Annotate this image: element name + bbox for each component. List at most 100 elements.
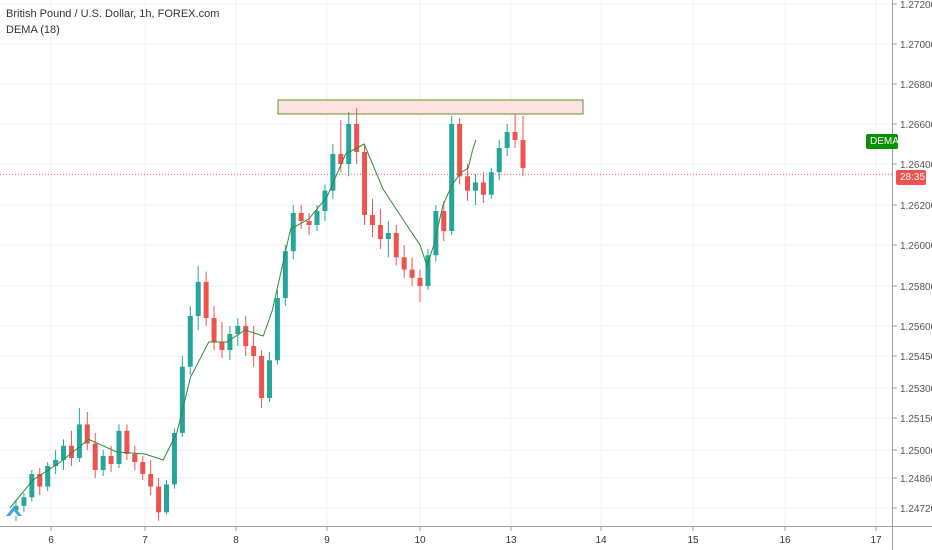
candle-body [164, 484, 170, 513]
candle-body [259, 356, 265, 398]
candle-body [393, 233, 399, 258]
price-axis-label: 1.24720 [900, 504, 932, 515]
candle-body [124, 430, 130, 454]
candle-body [132, 454, 138, 462]
dema-line [9, 139, 477, 509]
resistance-zone [277, 99, 584, 115]
candle-body [227, 334, 233, 350]
candle-body [45, 466, 51, 487]
price-axis-label: 1.24860 [900, 474, 932, 485]
price-axis-label: 1.25450 [900, 352, 932, 363]
candle-body [504, 132, 510, 148]
price-axis-label: 1.26200 [900, 201, 932, 212]
time-axis-label: 13 [505, 535, 517, 546]
candle-body [338, 154, 344, 164]
candle-body [512, 132, 518, 140]
candle-body [409, 269, 415, 278]
dema-price-tag: DEMA [866, 134, 899, 149]
candle-body [29, 474, 35, 498]
candle-body [171, 432, 177, 485]
candle-body [472, 182, 478, 191]
candle-body [401, 257, 407, 270]
candle-body [362, 152, 368, 215]
candle-body [21, 497, 27, 506]
price-axis-label: 1.25800 [900, 282, 932, 293]
candle-body [84, 424, 90, 444]
chart-legend: British Pound / U.S. Dollar, 1h, FOREX.c… [6, 6, 219, 38]
candle-body [53, 460, 59, 466]
countdown-price-tag: 28:35 [896, 170, 926, 185]
tradingview-logo-icon[interactable] [4, 500, 24, 520]
time-axis-label: 7 [142, 535, 148, 546]
candle-body [282, 251, 288, 298]
candle-body [235, 326, 241, 334]
candle-body [219, 342, 225, 350]
candle-body [298, 213, 304, 221]
price-axis-label: 1.25150 [900, 414, 932, 425]
symbol-title: British Pound / U.S. Dollar, 1h, FOREX.c… [6, 8, 220, 20]
price-axis-label: 1.27200 [900, 0, 932, 11]
candle-body [377, 225, 383, 239]
time-axis-label: 16 [779, 535, 791, 546]
time-axis-label: 6 [48, 535, 54, 546]
candle-body [92, 443, 98, 470]
candle-body [488, 172, 494, 195]
candle-body [68, 445, 74, 458]
price-axis-label: 1.26000 [900, 241, 932, 252]
candle-body [187, 316, 193, 367]
candle-body [441, 211, 447, 231]
time-axis-label: 14 [595, 535, 607, 546]
candle-body [156, 486, 162, 513]
candle-body [267, 360, 272, 398]
candle-body [290, 213, 296, 252]
time-axis-label: 15 [687, 535, 699, 546]
candle-body [314, 211, 320, 225]
candle-body [369, 215, 375, 225]
candle-body [520, 140, 526, 169]
candle-body [480, 182, 486, 195]
candle-body [13, 505, 19, 511]
price-axis-label: 1.25300 [900, 384, 932, 395]
price-axis-label: 1.26600 [900, 120, 932, 131]
candle-body [195, 281, 201, 316]
candle-body [211, 318, 217, 342]
candle-body [140, 462, 146, 474]
candle-body [417, 277, 423, 286]
candle-body [179, 366, 185, 433]
candle-body [100, 456, 106, 470]
candle-body [306, 221, 312, 225]
candle-body [243, 326, 249, 346]
indicator-label: DEMA (18) [6, 24, 60, 36]
time-axis-label: 8 [233, 535, 239, 546]
candle-body [37, 474, 43, 487]
price-axis-label: 1.26800 [900, 80, 932, 91]
candle-body [354, 124, 360, 152]
candle-body [116, 430, 122, 464]
candle-body [322, 190, 328, 211]
candle-body [148, 474, 154, 487]
candle-body [449, 124, 455, 231]
time-axis-label: 17 [870, 535, 882, 546]
candle-body [330, 154, 336, 191]
price-axis-label: 1.25000 [900, 446, 932, 457]
price-axis-label: 1.26400 [900, 160, 932, 171]
candle-body [61, 445, 67, 460]
candle-body [108, 456, 114, 464]
candle-body [346, 124, 352, 164]
candle-body [76, 424, 82, 458]
price-axis-label: 1.25600 [900, 322, 932, 333]
candle-body [433, 211, 439, 256]
candle-body [457, 124, 463, 177]
candle-body [425, 255, 431, 286]
candle-body [203, 281, 209, 318]
time-axis-label: 10 [414, 535, 426, 546]
candle-body [251, 346, 257, 356]
time-axis-label: 9 [324, 535, 330, 546]
candle-body [465, 176, 471, 191]
candle-body [496, 148, 502, 173]
price-axis-label: 1.27000 [900, 40, 932, 51]
candle-body [274, 298, 280, 361]
candle-body [385, 233, 391, 239]
